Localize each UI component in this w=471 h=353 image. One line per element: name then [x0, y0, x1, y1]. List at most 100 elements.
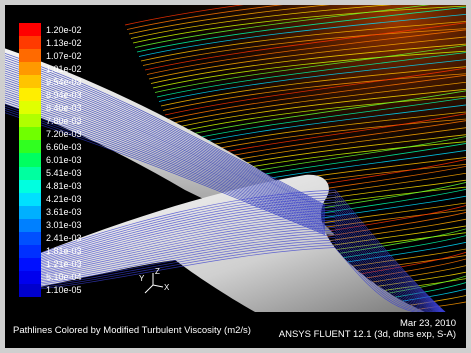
- surface-pathline: [34, 229, 446, 312]
- wake-pathline: [142, 28, 466, 66]
- surface-pathline: [34, 232, 446, 312]
- surface-pathline: [34, 194, 446, 312]
- graphics-viewport[interactable]: 1.20e-02 1.13e-02 1.07e-02 1.01e-02 9.54e-03…: [5, 5, 466, 312]
- surface-pathline: [34, 189, 446, 312]
- colormap-band: [19, 36, 41, 50]
- colormap-band: [19, 205, 41, 220]
- surface-pathline: [34, 214, 446, 312]
- axis-y-label: Y: [139, 274, 145, 283]
- wake-pathline: [156, 52, 466, 98]
- colormap-band: [19, 192, 41, 207]
- surface-pathline: [34, 242, 445, 312]
- wake-pathline: [174, 90, 466, 138]
- wake-pathline: [148, 36, 466, 80]
- surface-pathline: [34, 247, 445, 312]
- surface-pathline: [34, 199, 446, 312]
- colormap-tick-label: 3.61e-03: [46, 207, 82, 218]
- colormap-tick-label: 5.41e-03: [46, 168, 82, 179]
- wake-pathline: [144, 22, 466, 71]
- solver-stamp: Mar 23, 2010 ANSYS FLUENT 12.1 (3d, dbns…: [279, 318, 456, 340]
- wake-pathline: [180, 111, 466, 152]
- colormap-tick-label: 5.10e-04: [46, 272, 82, 283]
- colormap-tick-label: 3.01e-03: [46, 220, 82, 231]
- surface-pathline: [34, 202, 446, 312]
- colormap-legend: [19, 23, 41, 298]
- colormap-tick-label: 9.54e-03: [46, 76, 82, 87]
- colormap-band: [19, 127, 41, 141]
- surface-pathline: [34, 237, 445, 312]
- colormap-band: [19, 283, 41, 298]
- wake-pathline: [150, 43, 466, 84]
- wake-pathline: [128, 5, 330, 35]
- colormap-band: [19, 218, 41, 233]
- colormap-tick-label: 1.81e-03: [46, 246, 82, 257]
- wake-pathline: [166, 74, 466, 120]
- colormap-band: [19, 270, 41, 285]
- axis-x-label: X: [164, 283, 170, 292]
- axis-z-label: Z: [155, 267, 160, 276]
- surface-pathline: [34, 234, 446, 312]
- surface-pathline: [34, 204, 446, 312]
- colormap-tick-label: 1.13e-02: [46, 37, 82, 48]
- plot-caption: Pathlines Colored by Modified Turbulent …: [13, 325, 251, 336]
- wake-pathline: [164, 67, 466, 116]
- surface-pathline: [34, 227, 446, 312]
- wake-pathline: [136, 6, 466, 53]
- wake-pathline: [140, 21, 466, 62]
- colormap-tick-label: 1.01e-02: [46, 63, 82, 74]
- wake-pathline: [134, 5, 431, 48]
- colormap-band: [19, 257, 41, 272]
- wake-pathline: [126, 5, 283, 30]
- colormap-band: [19, 49, 41, 63]
- colormap-band: [19, 179, 41, 194]
- wake-pathline: [178, 104, 466, 147]
- wake-pathline: [176, 97, 466, 143]
- wake-pathline: [146, 29, 466, 75]
- wake-pathline: [130, 5, 392, 39]
- colormap-tick-label: 1.21e-03: [46, 259, 82, 270]
- colormap-tick-label: 8.94e-03: [46, 89, 82, 100]
- coordinate-triad-icon: Y Z X: [133, 267, 173, 297]
- colormap-tick-label: 1.20e-02: [46, 24, 82, 35]
- wake-pathline: [124, 5, 244, 26]
- wake-pathline: [170, 88, 466, 129]
- colormap-tick-label: 7.20e-03: [46, 128, 82, 139]
- colormap-band: [19, 231, 41, 246]
- wake-pathline: [168, 81, 466, 125]
- surface-pathline: [34, 244, 445, 312]
- colormap-band: [19, 166, 41, 181]
- surface-pathline: [34, 217, 446, 312]
- colormap-tick-label: 2.41e-03: [46, 233, 82, 244]
- colormap-band: [19, 244, 41, 259]
- wake-pathline: [152, 50, 466, 89]
- surface-pathline: [34, 224, 446, 312]
- colormap-tick-label: 7.80e-03: [46, 115, 82, 126]
- colormap-band: [19, 153, 41, 168]
- surface-pathline: [34, 197, 446, 312]
- date-label: Mar 23, 2010: [400, 318, 456, 329]
- surface-pathline: [34, 239, 445, 312]
- wake-pathline: [154, 44, 466, 93]
- colormap-tick-label: 1.07e-02: [46, 50, 82, 61]
- surface-pathline: [34, 209, 446, 312]
- colormap-tick-label: 6.01e-03: [46, 155, 82, 165]
- surface-pathline: [34, 207, 446, 312]
- colormap-band: [19, 62, 41, 76]
- surface-pathline: [34, 212, 446, 312]
- wake-pathline: [160, 66, 466, 107]
- surface-pathline: [34, 222, 446, 312]
- colormap-band: [19, 101, 41, 115]
- colormap-band: [19, 114, 41, 128]
- wake-pathline: [172, 95, 466, 134]
- colormap-tick-label: 4.21e-03: [46, 194, 82, 205]
- wing: [25, 174, 425, 312]
- wake-pathline: [162, 73, 466, 111]
- colormap-tick-label: 1.10e-05: [46, 285, 82, 296]
- colormap-band: [19, 88, 41, 102]
- colormap-band: [19, 140, 41, 154]
- title-bar: Pathlines Colored by Modified Turbulent …: [5, 312, 466, 348]
- colormap-band: [19, 23, 41, 37]
- surface-pathline: [34, 192, 446, 312]
- surface-pathline: [34, 219, 446, 312]
